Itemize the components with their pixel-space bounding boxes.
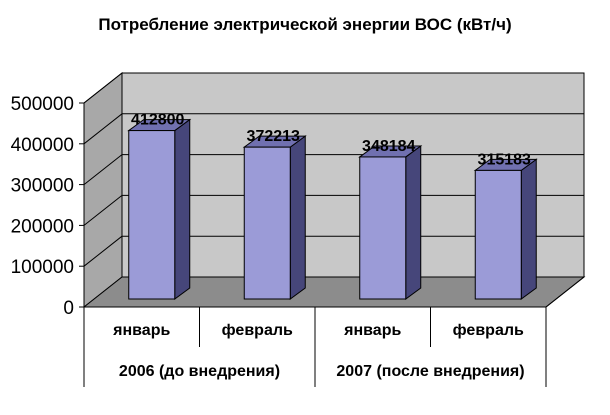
y-tick-label: 300000 (11, 176, 74, 197)
x-axis-edge (545, 276, 585, 308)
gridlines (83, 72, 584, 267)
side-wall (83, 71, 123, 309)
bar-side (405, 144, 422, 300)
bar-front (243, 146, 291, 300)
bar (358, 144, 423, 300)
y-tick-label: 500000 (11, 94, 74, 115)
gridline-side (83, 72, 123, 104)
data-label: 412800 (131, 112, 184, 129)
y-tick-label: 0 (63, 298, 74, 319)
bar-front (474, 169, 522, 300)
y-tick-label: 400000 (11, 135, 74, 156)
bars (127, 118, 538, 300)
gridline-side (83, 113, 123, 145)
bar-side (520, 158, 537, 300)
bar-side (289, 135, 306, 300)
category-label: январь (112, 322, 170, 339)
chart-title: Потребление электрической энергии ВОС (к… (98, 15, 511, 34)
bar (127, 118, 192, 300)
bar (473, 158, 538, 300)
data-label: 315183 (478, 151, 531, 168)
gridline-side (83, 154, 123, 185)
category-label: январь (343, 322, 401, 339)
data-label: 348184 (362, 138, 415, 155)
group-label: 2006 (до внедрения) (119, 363, 280, 380)
gridline-side (83, 195, 123, 226)
bar (242, 135, 307, 300)
bar-front (359, 156, 407, 300)
data-label: 372213 (247, 128, 300, 145)
y-tick-label: 100000 (11, 257, 74, 278)
category-label: февраль (222, 322, 293, 339)
gridline-side (83, 235, 123, 267)
bar-side (174, 118, 191, 300)
y-tick-label: 200000 (11, 216, 74, 237)
category-label: февраль (453, 322, 524, 339)
group-label: 2007 (после внедрения) (336, 363, 524, 380)
data-labels: 412800 372213 348184 315183 (131, 112, 531, 169)
bar-front (128, 130, 176, 300)
x-axis: январь февраль январь февраль 2006 (до внедр… (83, 276, 585, 387)
y-axis-ticks: 0 100000 200000 300000 400000 500000 (11, 94, 85, 319)
